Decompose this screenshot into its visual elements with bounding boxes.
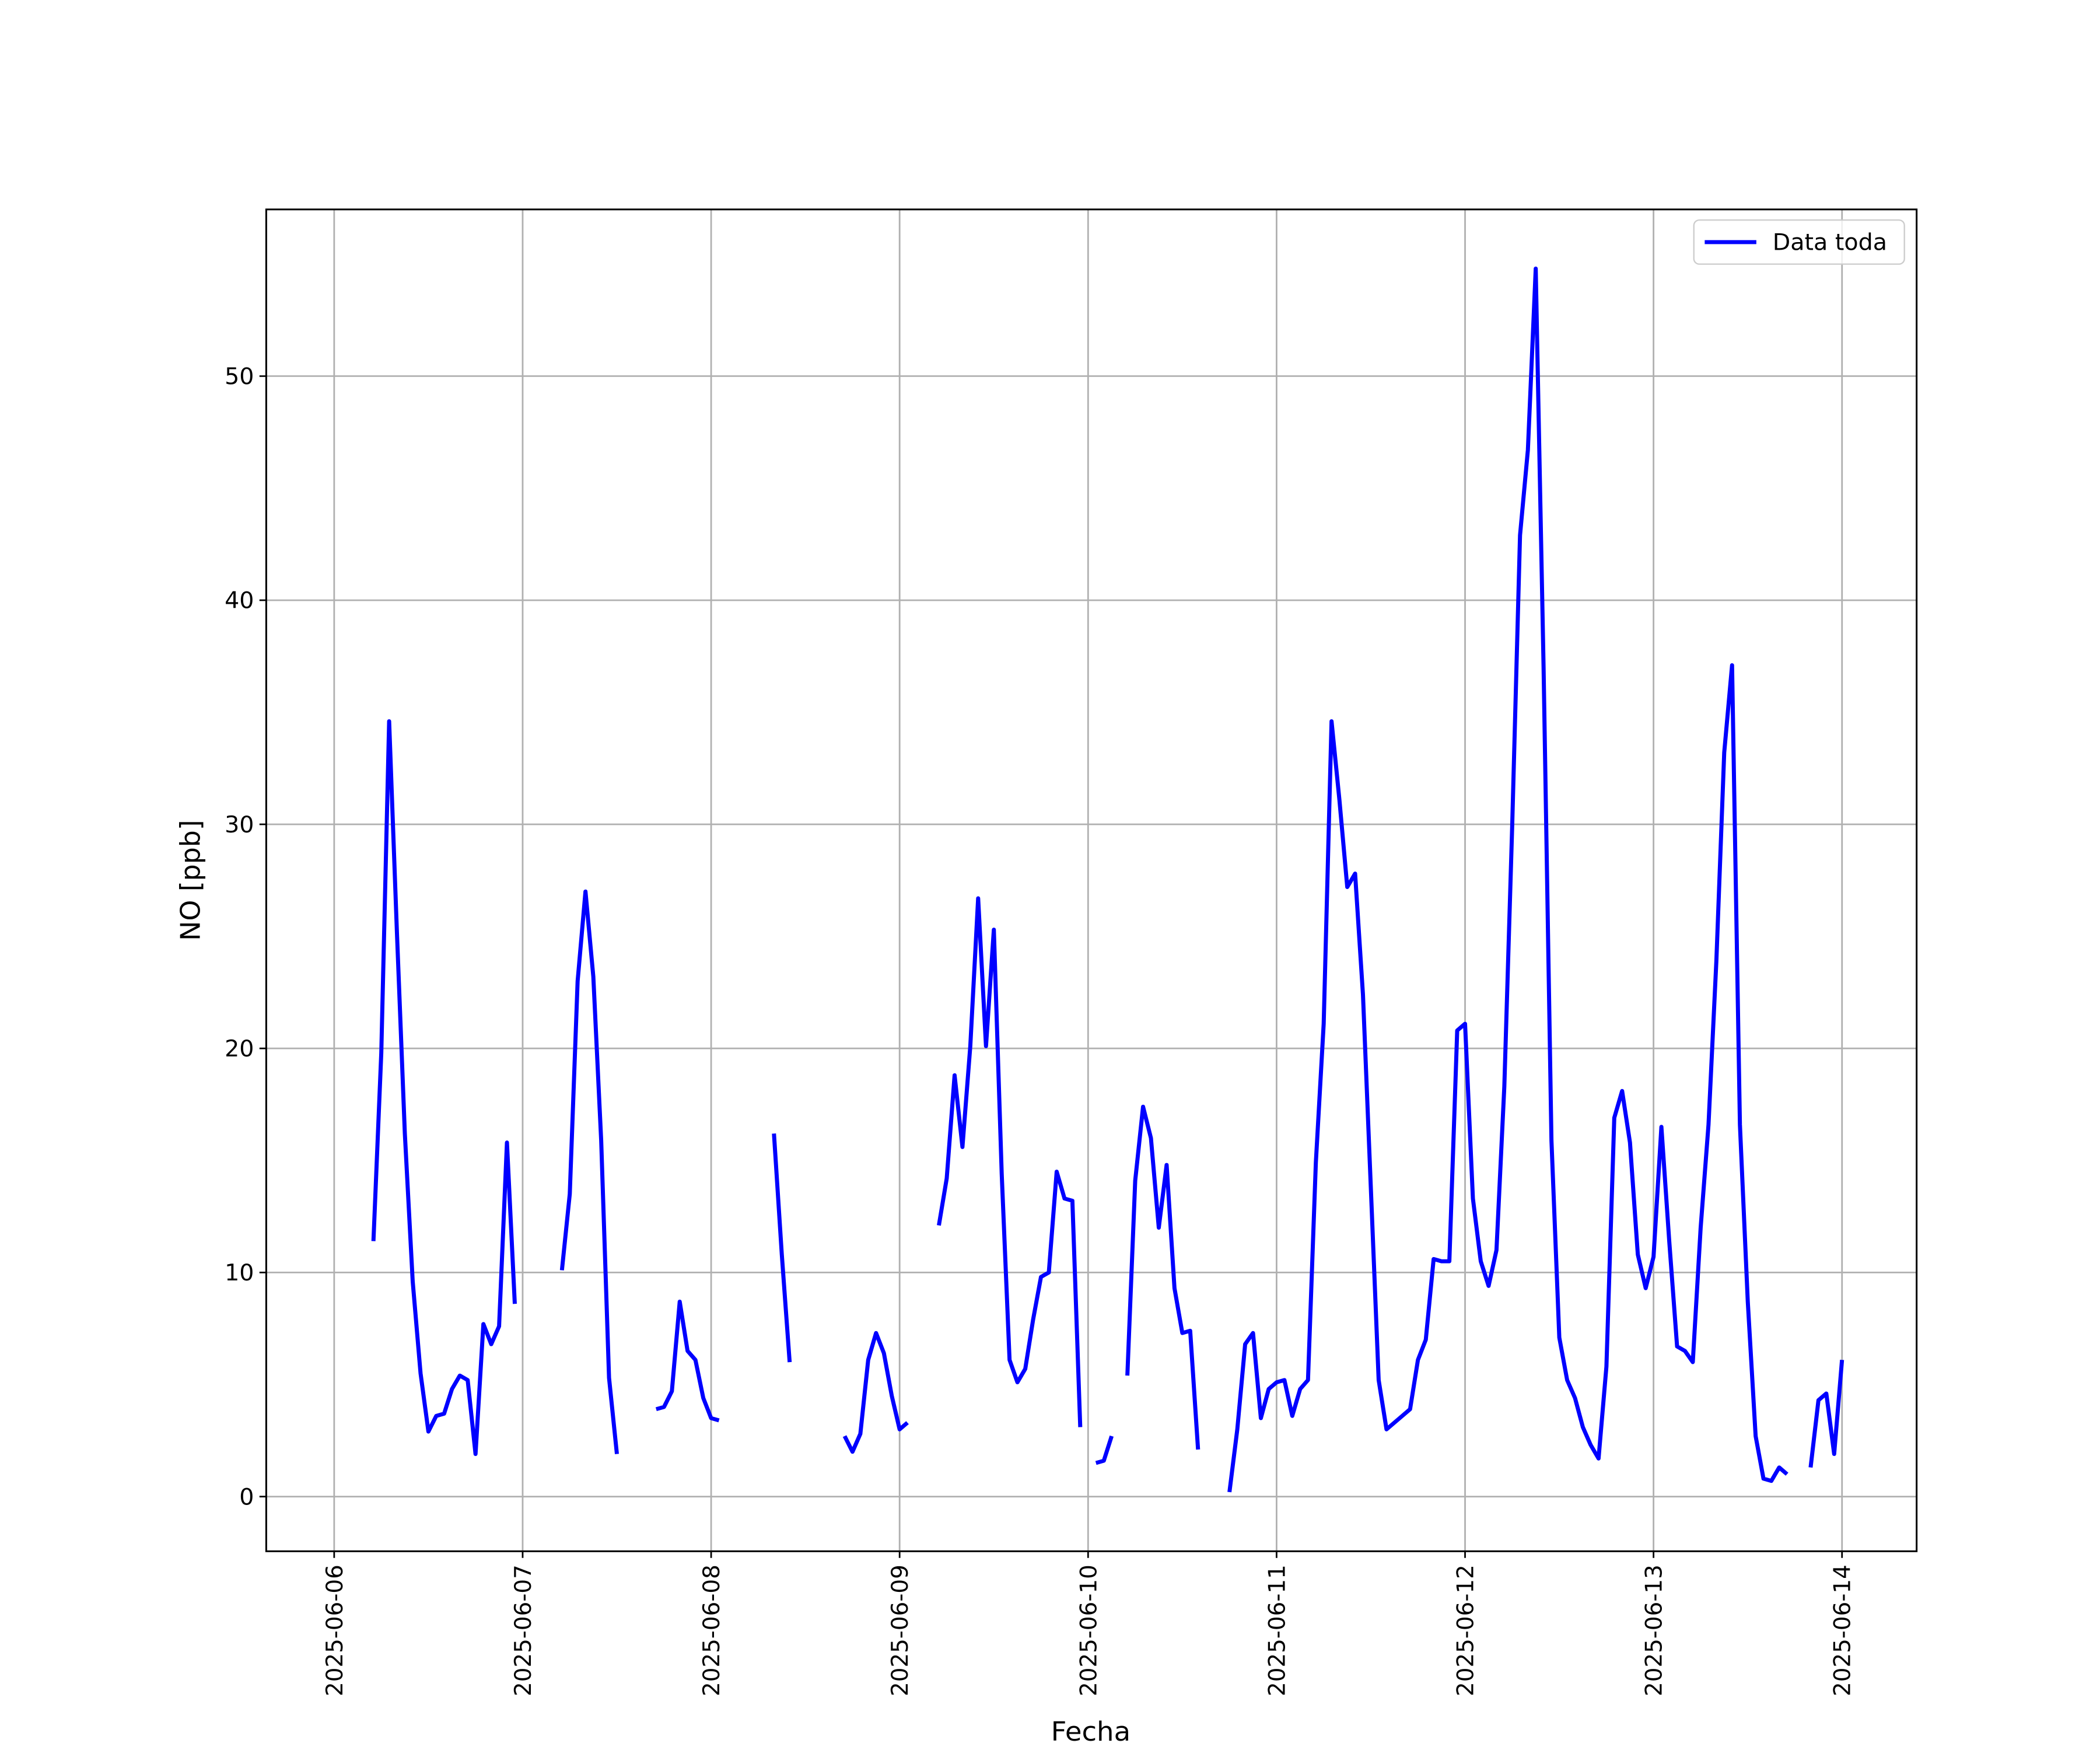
x-tick-label: 2025-06-06 (322, 1564, 348, 1696)
x-tick-label: 2025-06-14 (1829, 1564, 1856, 1696)
x-tick-label: 2025-06-10 (1076, 1564, 1102, 1696)
plot-lines (371, 266, 1845, 1493)
axes-frame (265, 208, 1918, 1552)
y-tick-label: 0 (239, 1485, 254, 1511)
legend-label: Data toda (1773, 230, 1887, 256)
y-tick-label: 20 (225, 1036, 254, 1062)
y-tick-label: 50 (225, 364, 254, 390)
y-tick-label: 40 (225, 588, 254, 614)
x-tick-label: 2025-06-07 (510, 1564, 537, 1696)
x-tick-label: 2025-06-13 (1641, 1564, 1667, 1696)
x-tick-label: 2025-06-08 (699, 1564, 725, 1696)
x-tick-label: 2025-06-09 (887, 1564, 914, 1696)
y-axis-label: NO [ppb] (174, 820, 206, 940)
y-tick-label: 10 (225, 1260, 254, 1286)
data-line (371, 266, 1845, 1493)
grid (266, 209, 1917, 1552)
x-tick-label: 2025-06-12 (1452, 1564, 1479, 1696)
legend: Data toda (1693, 219, 1905, 265)
legend-box (1693, 219, 1905, 265)
x-axis-label: Fecha (1051, 1716, 1131, 1747)
x-tick-label: 2025-06-11 (1264, 1564, 1290, 1696)
y-tick-label: 30 (225, 812, 254, 838)
ticks: 0 10 20 30 40 50 2025-06-06 2025-06-07 2025-06-0… (225, 364, 1856, 1696)
